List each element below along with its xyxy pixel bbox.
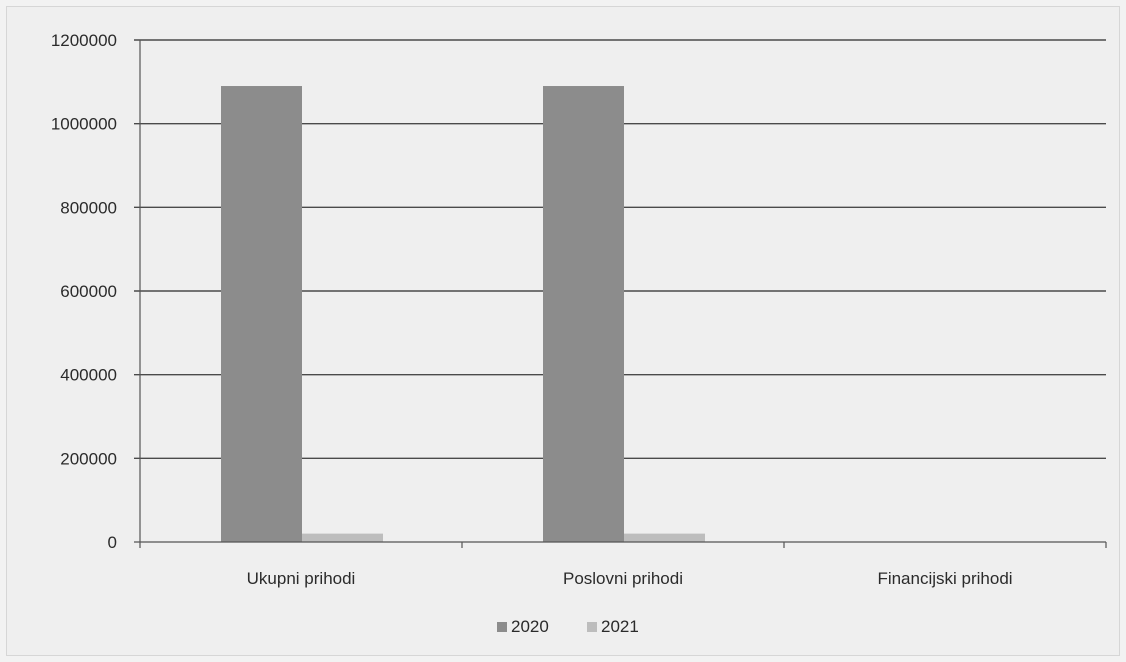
bars xyxy=(221,86,705,543)
legend-label-2020: 2020 xyxy=(511,617,549,636)
axes xyxy=(134,40,1107,548)
legend-swatch-2021 xyxy=(587,622,597,632)
x-category-label: Financijski prihodi xyxy=(877,569,1012,588)
y-tick-label: 0 xyxy=(108,533,117,552)
bar-2021-1 xyxy=(302,533,383,542)
bar-2020-1 xyxy=(221,86,302,543)
y-tick-label: 200000 xyxy=(60,449,117,468)
legend-swatch-2020 xyxy=(497,622,507,632)
bar-2021-2 xyxy=(624,533,705,542)
x-category-label: Ukupni prihodi xyxy=(247,569,356,588)
legend: 2020 2021 xyxy=(497,617,639,636)
x-category-labels: Ukupni prihodi Poslovni prihodi Financijsk… xyxy=(247,569,1013,588)
y-tick-labels: 0 200000 400000 600000 800000 1000000 1200000 xyxy=(51,31,117,552)
bar-2020-2 xyxy=(543,86,624,543)
x-category-label: Poslovni prihodi xyxy=(563,569,683,588)
legend-label-2021: 2021 xyxy=(601,617,639,636)
y-tick-label: 1000000 xyxy=(51,115,117,134)
y-tick-label: 1200000 xyxy=(51,31,117,50)
y-tick-label: 800000 xyxy=(60,198,117,217)
y-tick-label: 400000 xyxy=(60,366,117,385)
y-tick-label: 600000 xyxy=(60,282,117,301)
